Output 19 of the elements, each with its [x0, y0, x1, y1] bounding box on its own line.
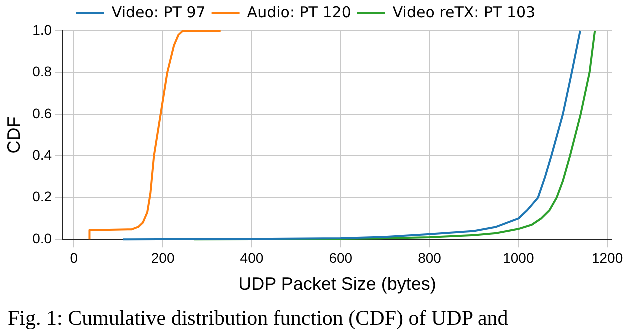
x-tick-label: 1200: [592, 250, 624, 266]
y-axis-title: CDF: [4, 116, 24, 154]
legend-label: Video reTX: PT 103: [392, 3, 536, 22]
caption: Fig. 1: Cumulative distribution function (CDF) of UDP and: [8, 306, 508, 331]
x-tick-label: 1000: [503, 250, 534, 266]
x-axis-title: UDP Packet Size (bytes): [238, 274, 436, 294]
y-tick-label: 0.8: [32, 64, 52, 80]
y-tick-label: 0.0: [32, 230, 52, 246]
legend-label: Video: PT 97: [112, 3, 206, 22]
x-tick-label: 400: [240, 250, 264, 266]
x-tick-label: 200: [151, 250, 175, 266]
y-tick-label: 0.6: [32, 105, 52, 122]
legend-label: Audio: PT 120: [247, 3, 352, 22]
x-tick-label: 0: [70, 250, 78, 266]
x-tick-label: 600: [329, 250, 353, 266]
y-tick-label: 0.4: [32, 147, 52, 164]
x-tick-label: 800: [418, 250, 442, 266]
y-tick-label: 1.0: [32, 22, 52, 38]
y-tick-label: 0.2: [32, 188, 52, 205]
